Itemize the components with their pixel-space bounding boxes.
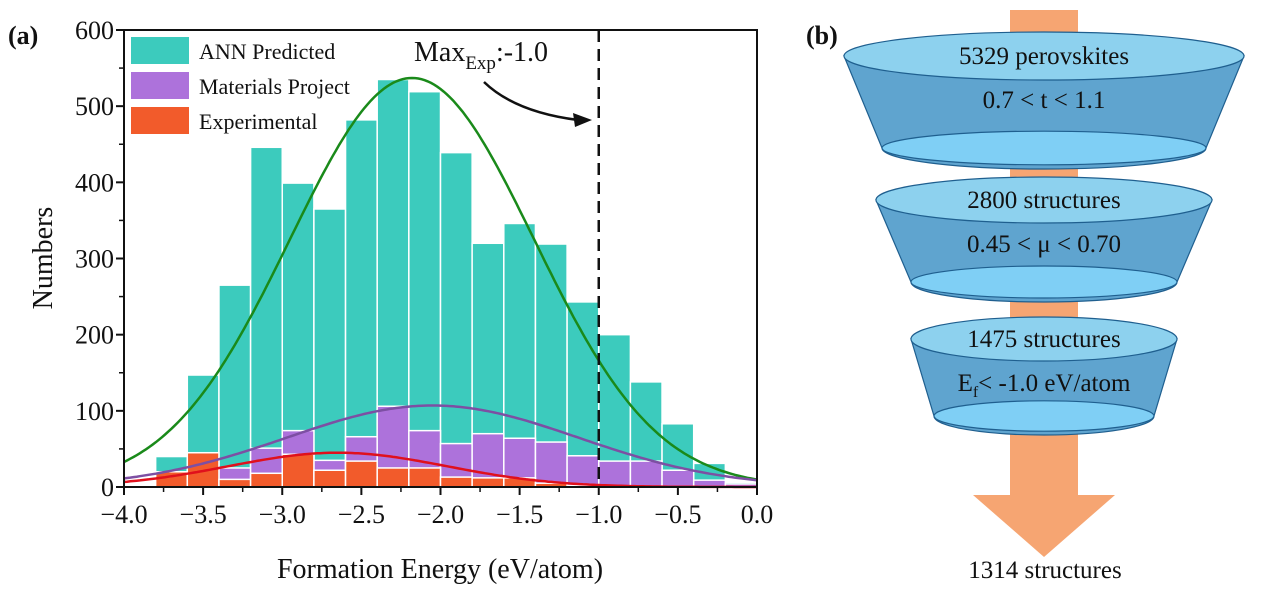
x-tick-label: −1.5 [496, 500, 543, 529]
fit-curve-mp [123, 404, 758, 482]
stage-criterion: 0.45 < μ < 0.70 [967, 231, 1121, 258]
bar-exp [249, 472, 284, 488]
funnel-stage-1: 5329 perovskites 0.7 < t < 1.1 [843, 31, 1245, 170]
legend-label: ANN Predicted [199, 39, 335, 64]
bar-ann [344, 119, 378, 488]
bar-mp [566, 455, 600, 488]
y-tick-label: 400 [75, 168, 114, 197]
panel-a-label: (a) [8, 21, 38, 50]
bar-exp [471, 477, 505, 488]
x-axis-label: Formation Energy (eV/atom) [277, 554, 603, 585]
funnel-bottom [881, 130, 1207, 166]
funnel-top [875, 176, 1213, 224]
funnel-stage-2: 2800 structures 0.45 < μ < 0.70 [875, 176, 1213, 303]
annotation-arrow [483, 81, 579, 122]
bar-ann [439, 151, 473, 488]
x-tick-label: −4.0 [100, 500, 147, 529]
funnel-diagram: (b) 5329 perovskites 0.7 < t < 1.1 2800 st… [806, 10, 1245, 584]
stage-count: 2800 structures [967, 187, 1120, 214]
y-tick-label: 200 [75, 321, 114, 350]
fit-curve-ann [123, 76, 758, 481]
legend-swatch [131, 107, 189, 134]
bar-exp [218, 478, 252, 488]
y-tick-label: 500 [75, 92, 114, 121]
stage-count: 1475 structures [967, 326, 1120, 353]
x-tick-label: −1.0 [575, 500, 622, 529]
y-tick-label: 600 [75, 16, 114, 45]
funnel-top [910, 316, 1178, 362]
legend: ANN Predicted Materials Project Experiment… [131, 37, 350, 134]
bar-ann [408, 90, 442, 488]
bar-exp [281, 453, 315, 488]
bar-mp [661, 469, 695, 488]
bar-exp [408, 467, 442, 488]
stage-count: 5329 perovskites [959, 43, 1129, 70]
stage-criterion: Ef< -1.0 eV/atom [958, 370, 1131, 401]
arrow-head-icon [573, 113, 592, 127]
funnel-top [843, 31, 1245, 81]
funnel-bottom [933, 400, 1155, 432]
stage-criterion: 0.7 < t < 1.1 [983, 87, 1106, 114]
axes: −4.0 −3.5 −3.0 −2.5 −2.0 −1.5 −1.0 −0.5 0.0 0 100 2… [75, 16, 773, 529]
bar-exp [439, 476, 473, 488]
bar-exp [313, 469, 347, 488]
x-tick-label: −0.5 [654, 500, 701, 529]
arrow-head-icon [973, 495, 1115, 557]
annotation-text: MaxExp:-1.0 [414, 37, 548, 74]
legend-label: Materials Project [199, 74, 350, 99]
x-tick-label: −3.0 [259, 500, 306, 529]
funnel-bottom [910, 265, 1178, 299]
x-tick-label: −2.5 [338, 500, 385, 529]
x-tick-label: −2.0 [417, 500, 464, 529]
y-axis-label: Numbers [28, 207, 59, 310]
bar-mp [629, 460, 663, 488]
y-tick-label: 0 [101, 473, 114, 502]
panel-b-label: (b) [806, 21, 838, 50]
funnel-stage-3: 1475 structures Ef< -1.0 eV/atom [910, 316, 1178, 436]
bar-ann [313, 208, 347, 488]
x-tick-label: 0.0 [741, 500, 774, 529]
bar-ann [249, 146, 284, 488]
legend-label: Experimental [199, 109, 318, 134]
y-tick-label: 100 [75, 397, 114, 426]
y-tick-label: 300 [75, 245, 114, 274]
bars [154, 78, 758, 488]
bar-exp [344, 460, 378, 488]
result-count: 1314 structures [968, 557, 1121, 584]
histogram-panel: (a) −4.0 −3.5 −3.0 −2.5 −2.0 −1.5 −1.0 −0.5 0.0 0… [8, 16, 773, 585]
x-tick-label: −3.5 [180, 500, 227, 529]
legend-swatch [131, 37, 189, 64]
bar-mp [598, 460, 632, 488]
bar-exp [376, 467, 410, 488]
legend-swatch [131, 72, 189, 99]
